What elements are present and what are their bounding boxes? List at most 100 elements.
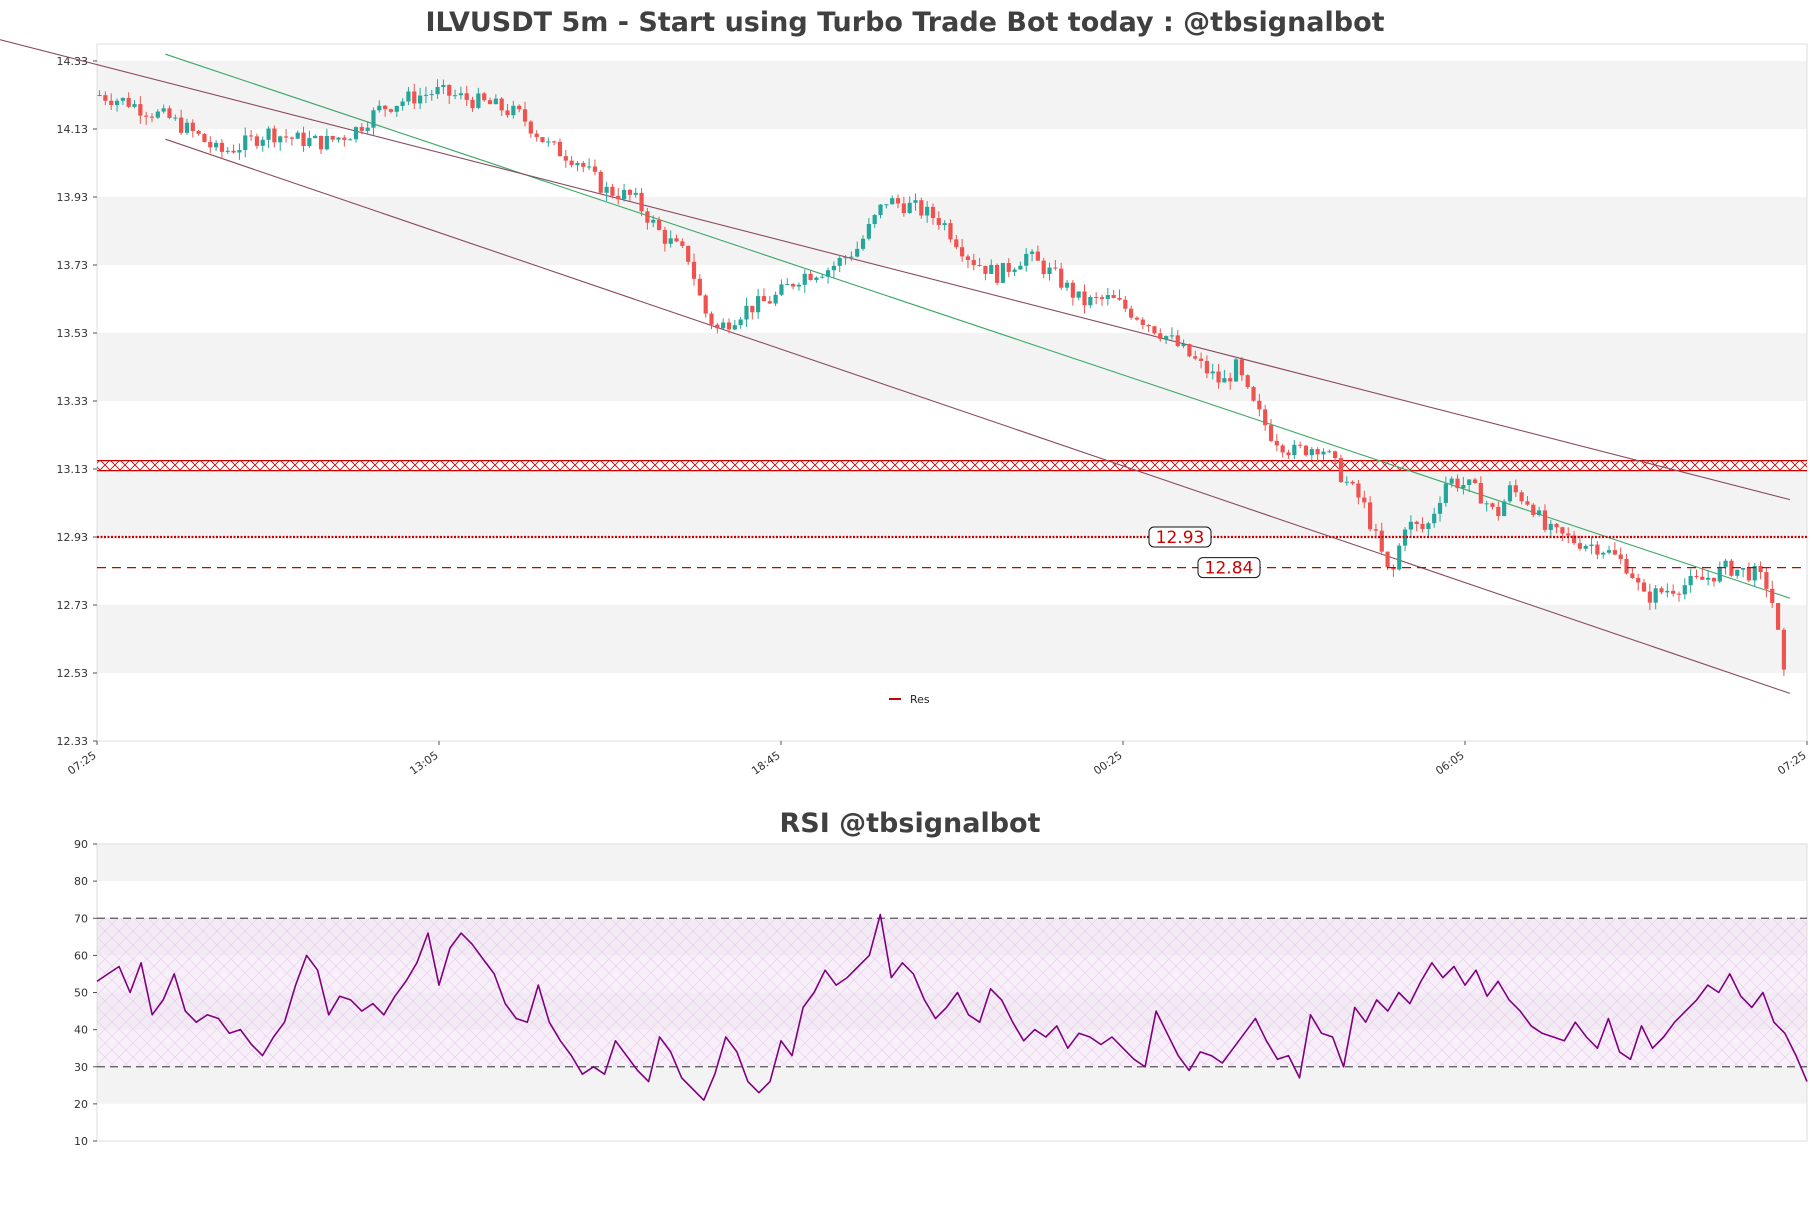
candle bbox=[1210, 363, 1215, 380]
candle-body bbox=[248, 135, 254, 137]
candle bbox=[895, 194, 901, 209]
candle bbox=[767, 295, 772, 305]
candle-body bbox=[423, 94, 429, 96]
candle bbox=[266, 126, 271, 148]
price-x-axis: 07:25 13:05 18:45 00:25 06:05 07:25 bbox=[65, 741, 1809, 778]
candle bbox=[1740, 567, 1746, 578]
candle-body bbox=[1094, 296, 1099, 298]
candle-body bbox=[791, 284, 796, 287]
candle bbox=[942, 220, 947, 231]
price-y-tick-label: 13.33 bbox=[57, 395, 89, 408]
candle bbox=[1752, 562, 1757, 587]
candle-body bbox=[1129, 308, 1134, 318]
price-x-tick-label: 06:05 bbox=[1433, 749, 1466, 778]
candle-body bbox=[1228, 378, 1233, 382]
candle-body bbox=[1519, 492, 1524, 502]
candle bbox=[278, 135, 283, 151]
candle-body bbox=[1076, 291, 1081, 298]
candle bbox=[342, 135, 347, 147]
candle bbox=[184, 118, 190, 135]
price-y-tick-label: 12.53 bbox=[57, 667, 89, 680]
candle bbox=[1041, 257, 1046, 279]
candle-body bbox=[1636, 577, 1641, 583]
rsi-grid-band bbox=[97, 1103, 1807, 1141]
candle bbox=[744, 297, 749, 327]
candle-body bbox=[1601, 552, 1606, 555]
candle-body bbox=[1164, 336, 1169, 339]
candle-body bbox=[114, 100, 120, 105]
candle-body bbox=[715, 324, 720, 329]
candle-body bbox=[348, 139, 353, 141]
candle-body bbox=[686, 245, 691, 262]
candle-body bbox=[307, 138, 312, 146]
candle bbox=[1053, 259, 1058, 271]
candle-body bbox=[1169, 335, 1175, 337]
candle-body bbox=[1309, 449, 1314, 456]
candle-body bbox=[1507, 485, 1513, 502]
candle-body bbox=[960, 247, 965, 257]
candle bbox=[447, 84, 452, 104]
candle-body bbox=[272, 128, 277, 143]
candle-body bbox=[196, 131, 201, 134]
candle bbox=[1606, 545, 1612, 555]
candle-body bbox=[452, 95, 458, 97]
candle-body bbox=[1624, 559, 1629, 574]
candle bbox=[1671, 584, 1676, 597]
candle bbox=[761, 288, 767, 302]
candle bbox=[452, 89, 458, 100]
candle-body bbox=[1554, 523, 1559, 528]
candle bbox=[1729, 558, 1734, 578]
candle-body bbox=[1047, 267, 1052, 275]
candle bbox=[610, 183, 615, 199]
price-grid-band bbox=[97, 401, 1807, 469]
candle-body bbox=[1204, 360, 1210, 374]
candle bbox=[1187, 343, 1192, 358]
candle bbox=[1000, 262, 1006, 284]
candle bbox=[1024, 247, 1029, 272]
candle bbox=[1099, 294, 1105, 306]
candle bbox=[1233, 357, 1239, 382]
candle-body bbox=[855, 248, 860, 257]
candle bbox=[715, 322, 720, 334]
candle bbox=[820, 273, 825, 279]
candle bbox=[901, 196, 906, 217]
candle bbox=[318, 135, 324, 154]
candle bbox=[1327, 449, 1332, 453]
candle-body bbox=[1070, 282, 1075, 298]
candle-body bbox=[1432, 513, 1437, 524]
candle-body bbox=[971, 260, 976, 266]
price-y-tick-label: 14.13 bbox=[57, 123, 89, 136]
candle bbox=[732, 319, 737, 331]
candle-body bbox=[808, 273, 813, 280]
level-label-box-1284 bbox=[1197, 557, 1261, 579]
candle-body bbox=[103, 95, 108, 101]
candle bbox=[1443, 476, 1448, 507]
candle bbox=[808, 270, 813, 281]
candle bbox=[1735, 569, 1740, 579]
candle-body bbox=[1082, 291, 1087, 306]
candle-body bbox=[1758, 565, 1763, 573]
candle-body bbox=[161, 108, 166, 112]
candle bbox=[1362, 490, 1367, 509]
candle bbox=[1111, 289, 1116, 299]
candle bbox=[307, 130, 312, 148]
candle-body bbox=[493, 98, 498, 105]
candle-body bbox=[487, 100, 493, 105]
candle-body bbox=[499, 98, 504, 111]
candle-body bbox=[1537, 510, 1542, 516]
candle-body bbox=[1024, 253, 1029, 266]
candle bbox=[587, 158, 592, 171]
candle-body bbox=[1286, 452, 1291, 456]
candle bbox=[289, 136, 294, 146]
candle-body bbox=[155, 111, 160, 118]
candle bbox=[464, 85, 469, 107]
candle bbox=[1502, 498, 1507, 517]
candle bbox=[662, 226, 667, 252]
candle-body bbox=[1467, 479, 1472, 485]
candle bbox=[1746, 562, 1752, 583]
candle bbox=[1711, 577, 1717, 587]
price-grid-band bbox=[97, 265, 1807, 333]
price-y-tick-label: 13.73 bbox=[57, 259, 89, 272]
candle-body bbox=[336, 137, 341, 140]
candle-body bbox=[1694, 575, 1699, 577]
